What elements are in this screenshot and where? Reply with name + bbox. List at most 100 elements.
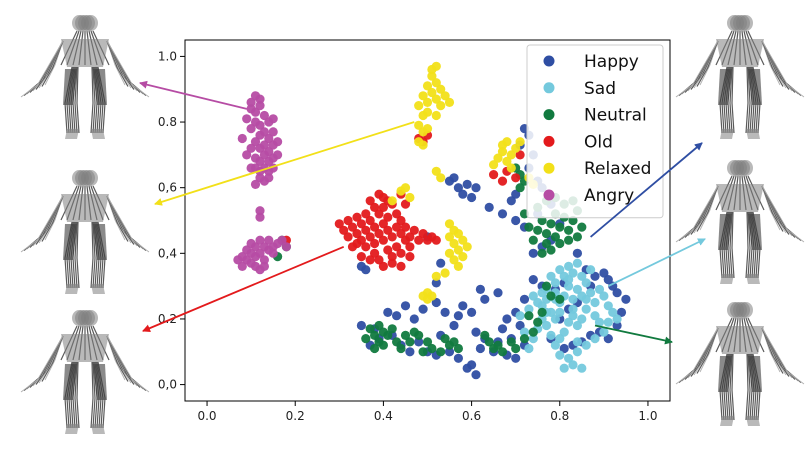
point-angry	[255, 101, 265, 111]
point-angry	[246, 143, 256, 153]
pose-left-foot	[65, 284, 79, 294]
point-old	[374, 209, 384, 219]
point-happy	[599, 268, 609, 278]
point-sad	[564, 261, 574, 271]
y-tick-label: 1.0	[158, 49, 177, 63]
point-angry	[268, 114, 278, 124]
pose-right-thigh	[748, 214, 762, 250]
pose-left-arm-line	[681, 327, 719, 382]
pose-left-arm-line	[23, 40, 64, 96]
point-relaxed	[414, 120, 424, 130]
point-neutral	[555, 238, 565, 249]
point-angry	[259, 150, 269, 160]
point-angry	[242, 245, 252, 255]
point-relaxed	[431, 271, 441, 281]
pose-head	[739, 15, 753, 31]
point-angry	[246, 238, 256, 249]
point-sad	[559, 327, 569, 337]
pose-right-leg-line	[92, 66, 96, 134]
point-old	[383, 225, 393, 235]
point-neutral	[418, 347, 428, 357]
point-neutral	[422, 337, 433, 347]
pose-left-arm-line	[23, 335, 64, 391]
point-relaxed	[515, 137, 525, 147]
pose-left-arm-line	[675, 327, 719, 385]
point-sad	[586, 265, 596, 275]
point-old	[383, 212, 393, 222]
pose-left-arm-line	[26, 40, 64, 95]
pose-right-thigh	[93, 364, 107, 400]
point-neutral	[572, 232, 583, 242]
point-neutral	[533, 317, 543, 327]
point-angry	[255, 156, 265, 166]
x-tick-label: 0.6	[462, 409, 481, 423]
point-relaxed	[497, 147, 508, 157]
point-sad	[572, 258, 583, 268]
pose-right-foot	[91, 284, 105, 294]
point-sad	[564, 275, 574, 285]
point-happy	[559, 343, 569, 354]
pose-left-arm-line	[20, 195, 64, 253]
pose-right-leg-line	[745, 211, 749, 279]
point-neutral	[440, 334, 450, 344]
point-neutral	[365, 324, 375, 334]
point-sad	[572, 337, 583, 347]
point-relaxed	[453, 261, 463, 271]
point-neutral	[550, 232, 561, 242]
point-neutral	[400, 330, 411, 340]
point-old	[365, 215, 375, 226]
point-angry	[250, 107, 261, 117]
point-neutral	[555, 222, 565, 232]
point-relaxed	[458, 252, 468, 262]
point-angry	[255, 94, 265, 104]
point-sad	[590, 297, 600, 308]
pose-left-arm-line	[675, 185, 719, 243]
point-old	[347, 242, 358, 252]
scatter-axes: 0.0 0.2 0.4 0.6 0.8 1.00,00.20,40,60.81.0	[158, 39, 671, 423]
point-old	[343, 215, 353, 226]
point-old	[352, 229, 362, 239]
point-old	[396, 229, 406, 239]
point-angry	[264, 235, 274, 245]
pose-right-arm-line	[106, 335, 150, 393]
point-happy	[462, 363, 472, 373]
legend-entry-sad: Sad	[543, 79, 616, 99]
pose-right-thigh	[93, 69, 107, 105]
point-sad	[608, 307, 618, 317]
point-happy	[528, 248, 538, 258]
point-old	[409, 225, 419, 235]
point-happy	[458, 189, 468, 199]
point-relaxed	[458, 235, 468, 245]
point-happy	[511, 189, 521, 199]
point-angry	[259, 255, 269, 265]
point-old	[339, 225, 349, 235]
legend-marker	[543, 135, 555, 147]
point-happy	[436, 258, 446, 268]
point-angry	[246, 97, 256, 107]
point-neutral	[541, 229, 552, 239]
point-angry	[259, 261, 269, 271]
pose-right-leg-line	[90, 361, 94, 429]
point-happy	[405, 347, 415, 357]
legend-label: Happy	[584, 52, 639, 72]
point-sad	[581, 278, 591, 288]
pose-left-leg-line	[74, 361, 78, 429]
point-old	[361, 209, 371, 219]
pose-right-leg-line	[90, 66, 94, 134]
point-old	[396, 215, 406, 226]
arrow-to-right-top	[590, 142, 703, 238]
point-neutral	[383, 330, 393, 340]
point-sad	[577, 314, 587, 324]
plot-frame	[184, 39, 671, 402]
pose-left-leg-line	[76, 361, 80, 429]
point-old	[392, 222, 402, 232]
pose-right-foot	[746, 274, 760, 284]
point-sad	[559, 363, 569, 373]
point-sad	[572, 284, 583, 294]
point-relaxed	[431, 166, 441, 176]
pose-left-arm-line	[681, 185, 719, 240]
point-happy	[453, 311, 463, 321]
point-old	[356, 235, 366, 245]
point-relaxed	[444, 97, 455, 107]
pose-left-foot	[720, 274, 734, 284]
